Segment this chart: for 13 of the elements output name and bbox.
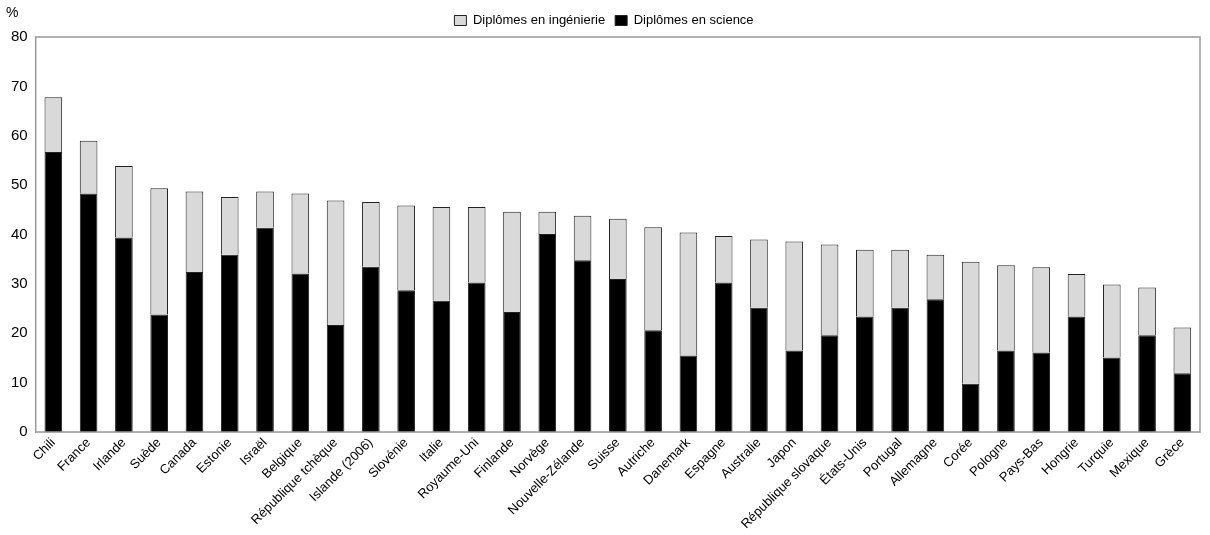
y-tick-label: 50 [11,175,28,193]
y-tick-label: 0 [19,422,28,440]
y-tick-label: 10 [11,372,28,390]
y-tick-label: 80 [11,27,28,45]
y-tick-label: 30 [11,274,28,292]
y-tick-label: 60 [11,125,28,143]
x-tick-label: Chili [29,434,59,464]
y-axis-title: % [6,3,19,20]
y-tick-label: 40 [11,224,28,242]
legend-label: Diplômes en ingénierie [472,12,606,28]
y-tick-label: 70 [11,76,28,94]
legend-label: Diplômes en science [633,12,754,28]
y-tick-label: 20 [11,323,28,341]
